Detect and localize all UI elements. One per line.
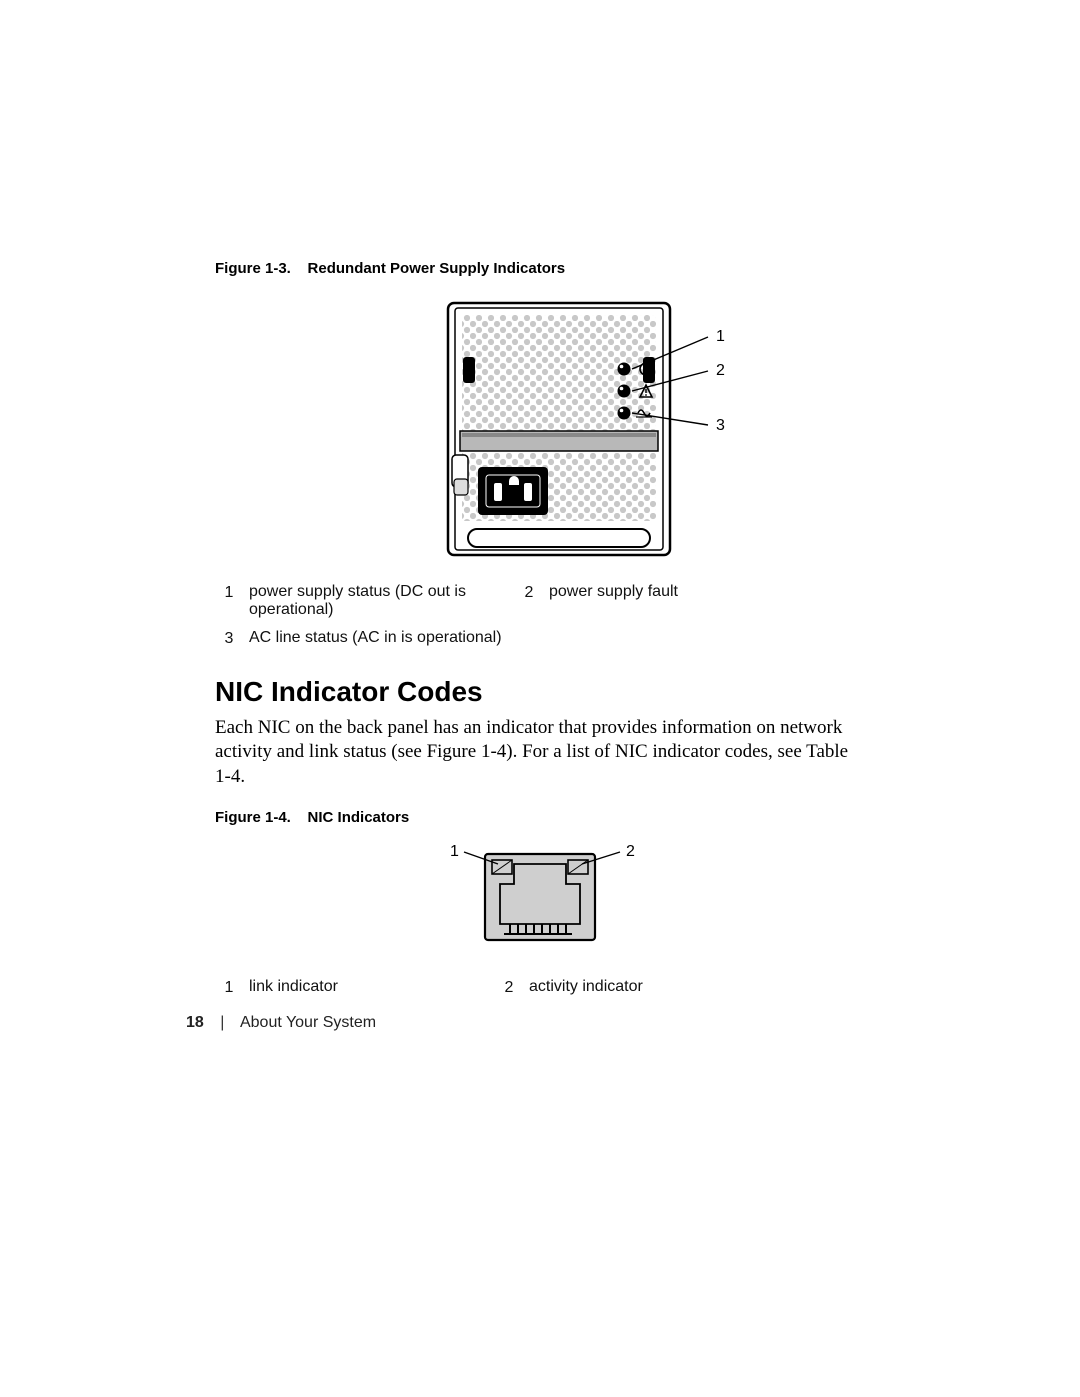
legend-num: 3 (215, 629, 243, 648)
legend-text: AC line status (AC in is operational) (243, 629, 502, 647)
psu-callout-3: 3 (716, 417, 725, 434)
legend-num: 2 (515, 583, 543, 602)
page-number: 18 (186, 1014, 204, 1031)
nic-callout-2: 2 (626, 843, 635, 860)
figure-1-3-legend: 1 power supply status (DC out is operati… (215, 583, 865, 648)
footer-section-name: About Your System (240, 1014, 376, 1031)
figure-1-3-image: 1 2 3 (215, 297, 865, 561)
legend-num: 1 (215, 583, 243, 602)
figure-1-4-image: 1 2 (215, 842, 865, 952)
figure-1-3-title: Redundant Power Supply Indicators (308, 260, 566, 277)
rj45-icon (485, 854, 595, 940)
legend-text: link indicator (243, 978, 338, 996)
nic-diagram: 1 2 (410, 842, 670, 952)
psu-callout-2: 2 (716, 362, 725, 379)
psu-diagram: 1 2 3 (350, 297, 730, 561)
page-content: Figure 1-3. Redundant Power Supply Indic… (215, 260, 865, 1007)
figure-1-4-title: NIC Indicators (308, 809, 410, 826)
footer-separator: | (220, 1014, 224, 1031)
legend-text: activity indicator (523, 978, 643, 996)
figure-1-4-prefix: Figure 1-4. (215, 809, 291, 826)
ac-inlet-icon (478, 467, 548, 515)
psu-latch (452, 455, 468, 495)
legend-text: power supply status (DC out is operation… (243, 583, 515, 619)
figure-1-3-prefix: Figure 1-3. (215, 260, 291, 277)
page-footer: 18 | About Your System (186, 1014, 376, 1032)
legend-num: 1 (215, 978, 243, 997)
section-body: Each NIC on the back panel has an indica… (215, 716, 865, 789)
legend-text: power supply fault (543, 583, 678, 601)
legend-num: 2 (495, 978, 523, 997)
figure-1-4-caption: Figure 1-4. NIC Indicators (215, 809, 865, 826)
figure-1-3-caption: Figure 1-3. Redundant Power Supply Indic… (215, 260, 865, 277)
figure-1-4-legend: 1 link indicator 2 activity indicator (215, 978, 865, 997)
nic-callout-1: 1 (450, 843, 459, 860)
section-heading-nic: NIC Indicator Codes (215, 676, 865, 708)
psu-callout-1: 1 (716, 328, 725, 345)
